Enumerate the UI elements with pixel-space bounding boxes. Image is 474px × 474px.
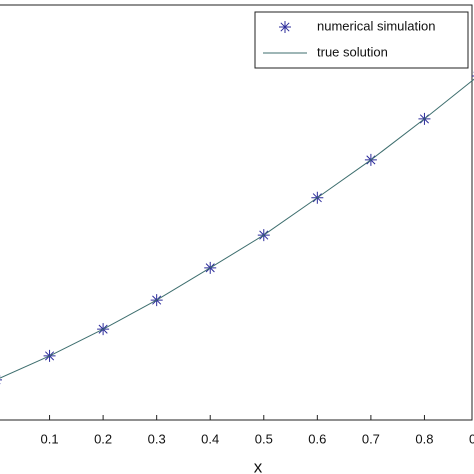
legend-label: true solution — [317, 44, 388, 59]
legend-label: numerical simulation — [317, 18, 436, 33]
plot-frame — [0, 4, 473, 421]
x-tick-label: 0.5 — [255, 431, 273, 446]
x-tick-label: 0.8 — [415, 431, 433, 446]
x-tick-label: 0.2 — [94, 431, 112, 446]
legend-box — [254, 11, 469, 69]
x-axis-label: x — [254, 457, 263, 474]
x-tick-label: 0.9 — [469, 431, 474, 446]
line — [0, 78, 474, 379]
legend-marker — [279, 21, 291, 33]
x-tick-label: 0.3 — [148, 431, 166, 446]
x-tick-label: 0.6 — [308, 431, 326, 446]
x-tick-label: 0.4 — [201, 431, 219, 446]
marker — [0, 375, 2, 385]
x-tick-label: 0.1 — [41, 431, 59, 446]
x-tick-label: 0.7 — [362, 431, 380, 446]
